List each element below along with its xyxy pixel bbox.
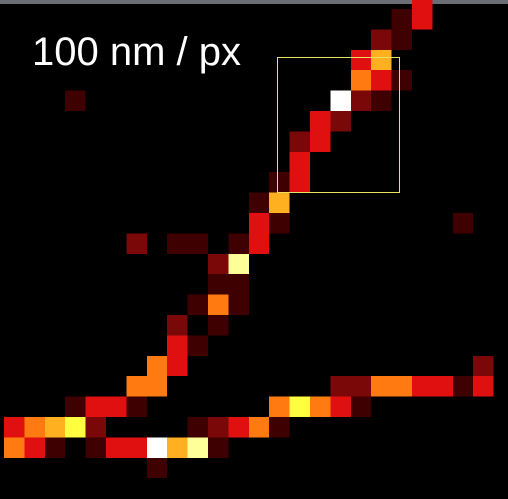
pixel: [371, 29, 391, 49]
pixel: [24, 417, 44, 437]
pixel: [392, 70, 412, 90]
pixel: [86, 437, 106, 457]
pixel: [432, 376, 452, 396]
pixel: [473, 376, 493, 396]
pixel: [228, 274, 248, 294]
pixel: [249, 193, 269, 213]
pixel: [310, 131, 330, 151]
pixel: [147, 458, 167, 478]
pixel: [167, 233, 187, 253]
pixel: [188, 417, 208, 437]
pixel: [167, 437, 187, 457]
pixel: [24, 437, 44, 457]
pixel: [86, 417, 106, 437]
pixel: [269, 397, 289, 417]
pixel: [228, 417, 248, 437]
pixel: [167, 356, 187, 376]
pixel: [208, 315, 228, 335]
pixel: [351, 376, 371, 396]
pixel: [65, 397, 85, 417]
pixel: [351, 397, 371, 417]
pixel: [208, 295, 228, 315]
pixel: [86, 397, 106, 417]
pixel: [228, 295, 248, 315]
pixel: [290, 172, 310, 192]
pixel: [412, 0, 432, 29]
pixel: [453, 376, 473, 396]
pixel: [228, 233, 248, 253]
pixel: [310, 111, 330, 131]
pixel: [290, 131, 310, 151]
pixel: [290, 152, 310, 172]
pixel: [126, 233, 146, 253]
pixel: [188, 335, 208, 355]
pixel: [188, 437, 208, 457]
pixel: [269, 172, 289, 192]
pixel: [167, 315, 187, 335]
pixel: [351, 70, 371, 90]
pixel: [330, 111, 350, 131]
pixel: [126, 376, 146, 396]
pixel: [392, 376, 412, 396]
pixel: [412, 376, 432, 396]
pixel: [4, 437, 24, 457]
pixel: [4, 417, 24, 437]
pixel: [371, 70, 391, 90]
pixel: [269, 417, 289, 437]
pixel: [392, 9, 412, 29]
pixel: [208, 274, 228, 294]
pixel: [310, 397, 330, 417]
pixel: [351, 91, 371, 111]
scale-label: 100 nm / px: [32, 30, 241, 74]
pixel: [392, 29, 412, 49]
pixel: [249, 417, 269, 437]
pixel: [167, 335, 187, 355]
pixel: [330, 91, 350, 111]
pixel: [330, 397, 350, 417]
micrograph-view: 100 nm / px: [0, 0, 508, 499]
pixel: [65, 417, 85, 437]
pixel: [371, 376, 391, 396]
pixel: [45, 417, 65, 437]
pixel: [249, 213, 269, 233]
pixel: [208, 254, 228, 274]
pixel: [208, 417, 228, 437]
pixel: [188, 295, 208, 315]
pixel: [473, 356, 493, 376]
pixel: [351, 50, 371, 70]
pixel: [147, 376, 167, 396]
pixel: [453, 213, 473, 233]
pixel: [126, 437, 146, 457]
pixel: [290, 397, 310, 417]
pixel: [208, 437, 228, 457]
pixel: [188, 233, 208, 253]
pixel: [106, 437, 126, 457]
pixel: [269, 193, 289, 213]
pixel: [45, 437, 65, 457]
pixel: [228, 254, 248, 274]
pixel: [147, 356, 167, 376]
pixel: [126, 397, 146, 417]
pixel: [269, 213, 289, 233]
pixel: [65, 91, 85, 111]
pixel: [249, 233, 269, 253]
pixel: [147, 437, 167, 457]
pixel: [371, 50, 391, 70]
pixel: [330, 376, 350, 396]
pixel: [371, 91, 391, 111]
pixel-image: [0, 0, 508, 499]
pixel: [106, 397, 126, 417]
